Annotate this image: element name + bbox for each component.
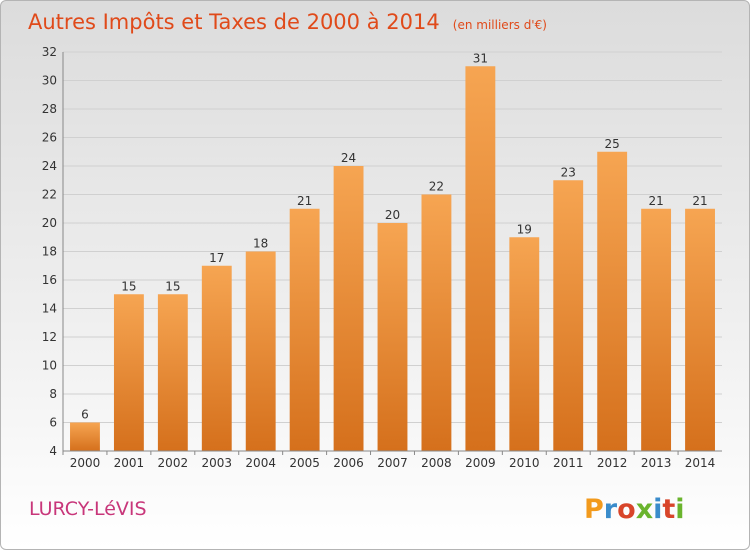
bar-2001	[113, 294, 144, 451]
bar-2005	[289, 208, 320, 451]
bar-2009	[465, 66, 496, 451]
x-axis-ticks: 2000 2001 2002 2003 2004 2005 2006 2007 2008 2009…	[62, 451, 716, 470]
data-label: 22	[429, 180, 444, 194]
bar-2006	[333, 166, 364, 451]
data-label: 18	[253, 237, 268, 251]
bar-2011	[553, 180, 584, 451]
data-label: 6	[81, 408, 89, 422]
chart-title-group: Autres Impôts et Taxes de 2000 à 2014 (e…	[28, 10, 547, 34]
x-tick-label: 2012	[597, 456, 628, 470]
y-tick-label: 18	[42, 245, 57, 259]
logo-letter: x	[636, 494, 653, 525]
y-tick-label: 28	[42, 102, 57, 116]
data-label: 19	[517, 222, 532, 236]
bar-2007	[377, 223, 408, 451]
chart-unit: (en milliers d'€)	[453, 18, 547, 32]
logo-letter: i	[675, 494, 684, 525]
data-label: 24	[341, 151, 356, 165]
y-tick-label: 10	[42, 359, 57, 373]
x-tick-label: 2002	[158, 456, 189, 470]
data-label: 21	[297, 194, 312, 208]
x-tick-label: 2001	[114, 456, 145, 470]
bars	[70, 66, 715, 451]
y-tick-label: 32	[42, 45, 57, 59]
data-label: 21	[692, 194, 707, 208]
logo-letter: o	[617, 494, 636, 525]
bar-2003	[201, 265, 232, 451]
chart-title: Autres Impôts et Taxes de 2000 à 2014	[28, 10, 440, 34]
bar-2012	[597, 151, 628, 451]
bar-2013	[641, 208, 672, 451]
logo-letter: P	[584, 494, 604, 525]
y-tick-label: 4	[49, 444, 57, 458]
commune-name: LURCY-LéVIS	[29, 498, 147, 520]
x-tick-label: 2004	[245, 456, 276, 470]
data-label: 17	[209, 251, 224, 265]
logo-letter: r	[604, 494, 618, 525]
bar-2008	[421, 194, 452, 451]
y-tick-label: 30	[42, 74, 57, 88]
x-tick-label: 2005	[289, 456, 320, 470]
bar-2014	[685, 208, 715, 451]
y-tick-label: 8	[49, 387, 57, 401]
proxiti-logo: Proxiti	[584, 494, 685, 525]
x-tick-label: 2003	[201, 456, 232, 470]
x-tick-label: 2013	[641, 456, 672, 470]
data-label: 31	[473, 51, 488, 65]
x-tick-label: 2008	[421, 456, 452, 470]
axes	[62, 52, 722, 452]
y-tick-label: 6	[49, 416, 57, 430]
x-tick-label: 2011	[553, 456, 584, 470]
x-tick-label: 2007	[377, 456, 408, 470]
y-tick-label: 20	[42, 216, 57, 230]
bar-2004	[245, 251, 276, 451]
y-tick-label: 24	[42, 159, 57, 173]
logo-letter: i	[653, 494, 662, 525]
y-tick-label: 22	[42, 188, 57, 202]
data-label: 15	[121, 279, 136, 293]
data-label: 25	[605, 137, 620, 151]
data-label: 21	[648, 194, 663, 208]
y-tick-label: 14	[42, 302, 57, 316]
y-axis-ticks: 4 6 8 10 12 14 16 18 20 22 24 26 28 30 32	[42, 45, 57, 458]
data-label: 23	[561, 165, 576, 179]
bar-2002	[157, 294, 188, 451]
bar-2000	[70, 422, 100, 451]
y-tick-label: 16	[42, 273, 57, 287]
x-tick-label: 2010	[509, 456, 540, 470]
y-tick-label: 26	[42, 131, 57, 145]
x-tick-label: 2000	[70, 456, 101, 470]
data-labels: 6 15 15 17 18 21 24 20 22 31 19 23 25 21 21	[81, 51, 708, 421]
x-tick-label: 2014	[685, 456, 716, 470]
x-tick-label: 2006	[333, 456, 364, 470]
x-tick-label: 2009	[465, 456, 496, 470]
data-label: 20	[385, 208, 400, 222]
logo-letter: t	[662, 494, 675, 525]
y-tick-label: 12	[42, 330, 57, 344]
data-label: 15	[165, 279, 180, 293]
bar-2010	[509, 237, 540, 451]
